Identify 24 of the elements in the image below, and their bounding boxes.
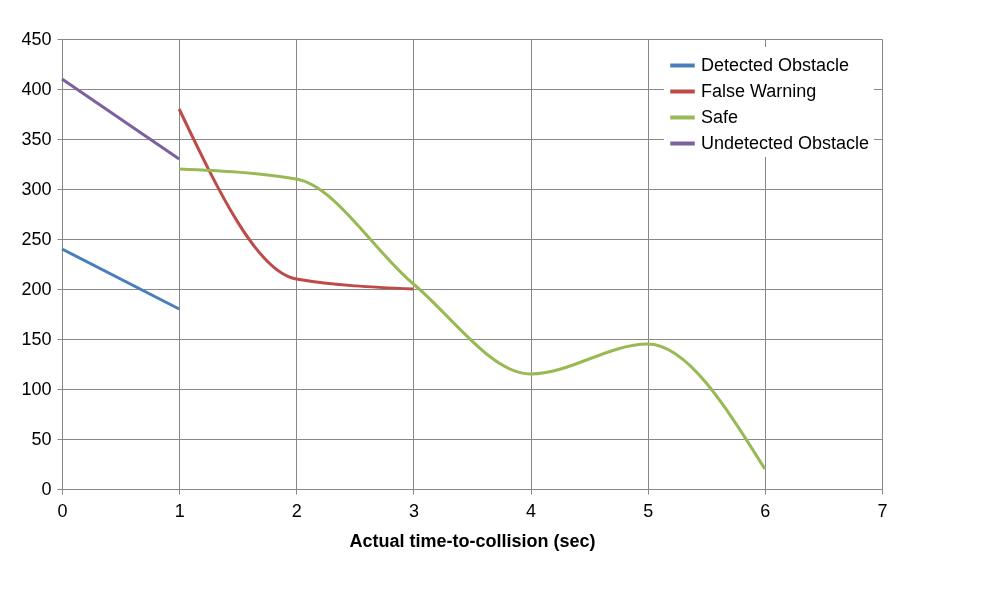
x-tick-label: 2 [291, 500, 302, 521]
legend-label: Undetected Obstacle [701, 132, 870, 153]
x-tick-label: 7 [877, 500, 888, 521]
x-tick-label: 4 [526, 500, 537, 521]
line-series [177, 167, 767, 471]
x-tick-label: 1 [174, 500, 185, 521]
y-tick-label: 300 [21, 178, 52, 199]
y-tick-label: 200 [21, 278, 52, 299]
x-tick-label: 6 [760, 500, 771, 521]
y-tick-label: 350 [21, 128, 52, 149]
y-tick-label: 400 [21, 78, 52, 99]
x-tick-label: 0 [57, 500, 68, 521]
y-tick-label: 0 [41, 478, 52, 499]
x-axis-title: Actual time-to-collision (sec) [349, 530, 596, 551]
y-tick-label: 450 [21, 28, 52, 49]
y-tick-label: 100 [21, 378, 52, 399]
legend-label: Detected Obstacle [701, 54, 850, 75]
legend-label: False Warning [701, 80, 817, 101]
x-tick-label: 5 [643, 500, 654, 521]
legend-label: Safe [701, 106, 739, 127]
x-tick-label: 3 [408, 500, 419, 521]
y-tick-label: 250 [21, 228, 52, 249]
y-tick-label: 150 [21, 328, 52, 349]
y-tick-label: 50 [31, 428, 52, 449]
